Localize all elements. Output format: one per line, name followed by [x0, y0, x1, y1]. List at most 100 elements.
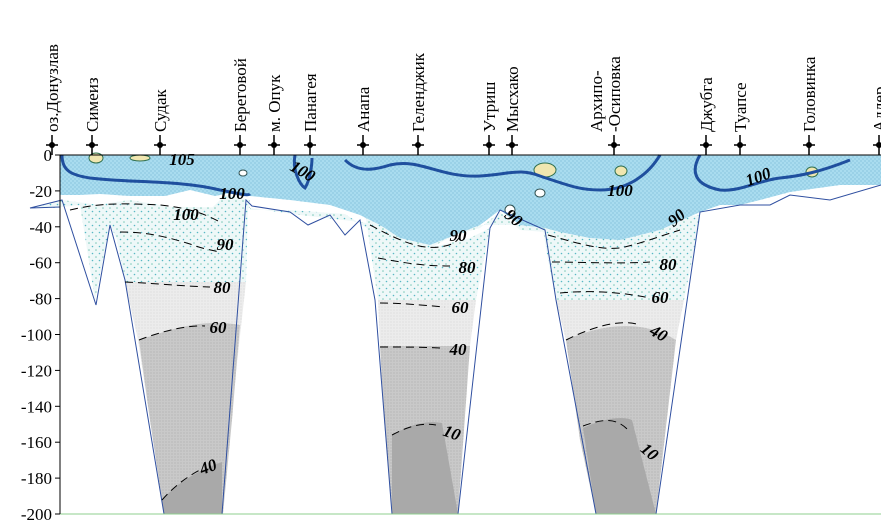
station-dot	[806, 142, 812, 148]
isoline-100	[60, 154, 252, 197]
isoline-100-d	[693, 154, 851, 192]
isoline-label: 100	[607, 181, 633, 200]
surface-layer	[60, 155, 881, 245]
station-11: Джубга	[697, 77, 716, 155]
isoline-40-right	[565, 322, 641, 341]
isoline-label: 100	[219, 184, 245, 203]
station-label: Мысхако	[503, 66, 522, 132]
isoline-80-mid	[377, 257, 451, 267]
y-tick-label: -160	[21, 433, 52, 452]
isoline-90-mid	[369, 224, 461, 248]
station-0: оз.Донузлав	[43, 44, 62, 155]
station-dot	[49, 142, 55, 148]
station-label: Геленджик	[409, 52, 428, 132]
isoline-label: 60	[652, 288, 670, 307]
y-tick-label: -60	[29, 254, 52, 273]
station-label: Адлер	[870, 87, 881, 132]
patch-utrish-2	[534, 188, 546, 198]
isoline-100-b	[292, 154, 314, 191]
y-tick-label: -200	[21, 505, 52, 524]
trench1-darkgrey	[162, 462, 222, 514]
isoline-label: 90	[450, 226, 468, 245]
station-9: Мысхако	[503, 66, 522, 155]
isoline-40-mid	[379, 346, 441, 349]
patch-myskhako	[504, 204, 516, 216]
station-dot	[415, 142, 421, 148]
isoline-label: 40	[196, 455, 220, 479]
station-14: Адлер	[870, 87, 881, 155]
station-dot	[237, 142, 243, 148]
station-dot	[271, 142, 277, 148]
isoline-10-right	[582, 420, 629, 431]
y-tick-label: 0	[44, 146, 53, 165]
y-tick-label: -40	[29, 218, 52, 237]
station-dot	[89, 142, 95, 148]
station-10: Архипо- -Осиповка	[587, 56, 624, 155]
station-1: Симеиз	[83, 77, 102, 155]
isoline-label: 60	[452, 298, 470, 317]
station-4: м. Опук	[265, 74, 284, 155]
station-dot	[157, 142, 163, 148]
station-dot	[509, 142, 515, 148]
station-13: Головинка	[800, 56, 819, 155]
isoline-90-left	[69, 203, 221, 223]
station-label: Судак	[151, 88, 170, 132]
station-label: оз.Донузлав	[43, 44, 62, 132]
isoline-60-right	[559, 291, 651, 299]
isoline-label: 100	[173, 205, 199, 224]
station-dot	[703, 142, 709, 148]
trench2-darkgrey	[392, 422, 458, 514]
isoline-label: 80	[660, 255, 678, 274]
station-dot	[876, 142, 881, 148]
isoline-label: 60	[210, 318, 228, 337]
isoline-label: 80	[214, 278, 232, 297]
isoline-10-left	[161, 469, 201, 501]
isoline-label: 80	[459, 258, 477, 277]
isoline-label: 105	[169, 150, 195, 169]
station-dot	[486, 142, 492, 148]
y-tick-label: -120	[21, 361, 52, 380]
station-label: Береговой	[231, 58, 250, 132]
trench3-darkgrey	[583, 417, 656, 514]
isoline-40-left	[138, 325, 206, 341]
y-axis-ticks: 0 -20 -40 -60 -80 -100 -120 -140 -160 -180 -200	[21, 146, 60, 524]
station-dot	[737, 142, 743, 148]
station-label: -Осиповка	[605, 56, 624, 132]
station-dot	[360, 142, 366, 148]
y-tick-label: -20	[29, 182, 52, 201]
isoline-60-mid	[379, 302, 446, 308]
station-label: Симеиз	[83, 77, 102, 132]
station-label: Архипо-	[587, 70, 606, 132]
station-dot	[611, 142, 617, 148]
trench1-dotted	[112, 205, 248, 282]
station-label: Джубга	[697, 77, 716, 132]
station-2: Судак	[151, 88, 170, 155]
isoline-80-left	[119, 231, 221, 253]
trench2-lightgrey	[378, 300, 476, 346]
trench2-dotted	[365, 212, 490, 300]
isoline-100-c	[343, 154, 662, 192]
y-tick-label: -80	[29, 290, 52, 309]
y-tick-label: -100	[21, 326, 52, 345]
station-label: Утриш	[480, 82, 499, 132]
station-label: Анапа	[354, 86, 373, 132]
patch-arkhipo	[614, 165, 628, 177]
station-label: Туапсе	[731, 82, 750, 132]
isoline-60-left	[124, 281, 211, 288]
trench3-dotted	[543, 220, 700, 300]
dotted-zone	[30, 200, 700, 248]
station-label: Панагея	[301, 73, 320, 132]
station-5: Панагея	[301, 73, 320, 155]
station-label: Головинка	[800, 56, 819, 132]
station-6: Анапа	[354, 86, 373, 155]
station-8: Утриш	[480, 82, 499, 155]
patch-sudak	[129, 154, 151, 162]
station-7: Геленджик	[409, 52, 428, 155]
station-12: Туапсе	[731, 82, 750, 155]
isoline-label: 90	[217, 235, 235, 254]
station-label: м. Опук	[265, 74, 284, 132]
station-markers: оз.Донузлав Симеиз Судак Береговой м. Опук Па…	[43, 44, 881, 155]
station-dot	[307, 142, 313, 148]
isoline-label: 10	[441, 421, 464, 445]
